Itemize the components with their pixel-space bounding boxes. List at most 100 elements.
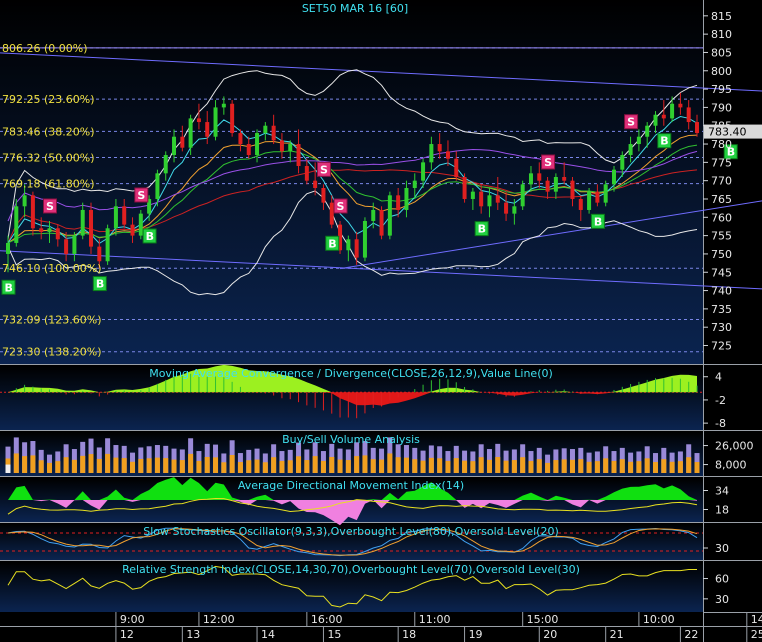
candle-body <box>620 155 625 170</box>
candle-body <box>238 133 243 145</box>
candle-body <box>122 206 127 225</box>
candle-body <box>172 136 177 156</box>
volume-buy-bar <box>279 460 285 473</box>
y-tick-label: 760 <box>711 211 732 224</box>
trendline-upper <box>0 52 762 92</box>
x-day-label: 18 <box>402 628 416 641</box>
candle-body <box>470 191 475 199</box>
fib-label: 792.25 (23.60%) <box>2 93 95 106</box>
candle-body <box>188 118 193 148</box>
sell-signal-label: S <box>137 189 145 202</box>
volume-buy-bar <box>669 461 675 473</box>
volume-buy-bar <box>420 460 426 473</box>
volume-buy-bar <box>229 455 235 473</box>
candle-body <box>354 239 359 258</box>
x-time-label: 12:00 <box>203 613 235 626</box>
stochastic-d-line <box>7 528 698 556</box>
indicator-title: Slow Stochastics Oscillator(9,3,3),Overb… <box>143 525 559 538</box>
candle-body <box>504 202 509 214</box>
candle-body <box>628 144 633 156</box>
y-tick-label: 800 <box>711 65 732 78</box>
buy-signal <box>590 213 605 229</box>
volume-buy-bar <box>71 459 77 473</box>
y-tick-label: 795 <box>711 83 732 96</box>
candle-body <box>230 103 235 134</box>
x-day-label: 21 <box>610 628 624 641</box>
y-tick-label: 770 <box>711 175 732 188</box>
buy-signal-label: B <box>727 146 735 159</box>
volume-buy-bar <box>619 459 625 473</box>
x-time-label: 9:00 <box>120 613 145 626</box>
volume-buy-bar <box>271 457 277 473</box>
volume-buy-bar <box>345 460 351 473</box>
candle-body <box>429 144 434 163</box>
y-tick-label: 735 <box>711 303 732 316</box>
y-tick-label: 30 <box>715 542 729 555</box>
candle-body <box>329 202 334 225</box>
chart-title: SET50 MAR 16 [60] <box>302 2 408 15</box>
volume-buy-bar <box>47 462 53 473</box>
y-tick-label: 740 <box>711 285 732 298</box>
candle-body <box>279 140 284 152</box>
x-day-label: 12 <box>120 628 134 641</box>
volume-buy-bar <box>171 459 177 473</box>
volume-buy-bar <box>312 456 318 473</box>
y-tick-label: 60 <box>715 573 729 586</box>
buy-signal <box>657 133 672 149</box>
volume-buy-bar <box>113 457 119 473</box>
volume-buy-bar <box>30 455 36 473</box>
axis-bg <box>703 432 762 476</box>
x-time-label: 16:00 <box>311 613 343 626</box>
candle-body <box>454 158 459 178</box>
volume-buy-bar <box>536 459 542 473</box>
x-day-label: 22 <box>684 628 698 641</box>
trendline-support <box>339 200 762 270</box>
candle-body <box>263 125 268 134</box>
panel-bg <box>0 524 703 560</box>
candle-body <box>313 180 318 188</box>
volume-buy-bar <box>462 460 468 473</box>
volume-buy-bar <box>63 457 69 473</box>
candle-body <box>155 173 160 199</box>
candle-body <box>611 169 616 185</box>
volume-buy-bar <box>503 460 509 473</box>
candle-body <box>487 195 492 207</box>
volume-buy-bar <box>329 456 335 473</box>
candle-body <box>105 228 110 262</box>
candle-body <box>14 206 19 243</box>
volume-buy-bar <box>395 457 401 473</box>
candle-body <box>528 173 533 185</box>
y-tick-label: 745 <box>711 266 732 279</box>
last-price-label: 783.40 <box>708 126 747 139</box>
candle-body <box>595 191 600 203</box>
volume-buy-bar <box>528 460 534 473</box>
axis-bg <box>703 524 762 560</box>
buy-signal-label: B <box>660 135 668 148</box>
volume-buy-bar <box>204 456 210 473</box>
volume-buy-bar <box>262 462 268 473</box>
buy-signal-label: B <box>5 281 13 294</box>
candle-body <box>379 209 384 236</box>
panel-bg <box>0 0 703 364</box>
candle-body <box>495 195 500 203</box>
sell-signal <box>134 187 149 203</box>
y-tick-label: 815 <box>711 10 732 23</box>
y-tick-label: 755 <box>711 230 732 243</box>
volume-buy-bar <box>320 460 326 473</box>
candle-body <box>371 209 376 221</box>
volume-buy-bar <box>561 459 567 473</box>
candle-body <box>138 213 143 236</box>
buy-signal-label: B <box>594 215 602 228</box>
candle-body <box>338 224 343 251</box>
y-tick-label: 780 <box>711 138 732 151</box>
x-day-label: 19 <box>469 628 483 641</box>
y-tick-label: 4 <box>715 371 722 384</box>
candle-body <box>661 114 666 119</box>
fib-label: 776.32 (50.00%) <box>2 152 95 165</box>
candle-body <box>437 144 442 152</box>
axis-bg <box>703 366 762 430</box>
candle-body <box>445 151 450 159</box>
candle-body <box>80 209 85 236</box>
volume-buy-bar <box>22 456 28 473</box>
volume-buy-bar <box>287 460 293 473</box>
